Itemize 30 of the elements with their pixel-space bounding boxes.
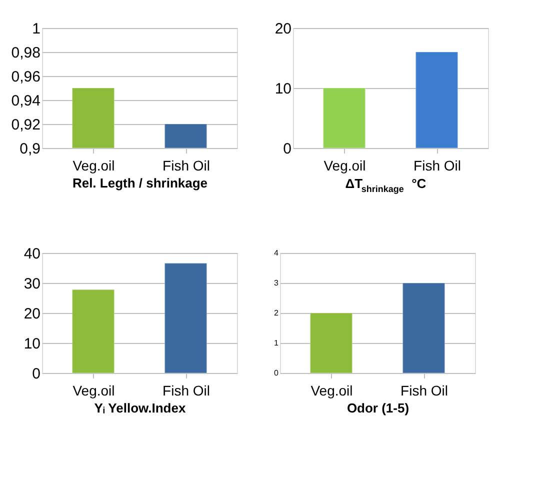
y-tick-label: 2: [274, 308, 280, 318]
x-axis-title: Odor (1-5): [346, 400, 410, 416]
y-tick-label: 0,96: [11, 68, 40, 86]
x-tick-label: Fish Oil: [414, 158, 461, 174]
y-tick-label: 0,9: [20, 140, 40, 158]
x-tick-label: Fish Oil: [400, 382, 448, 398]
y-tick-label: 1: [32, 20, 40, 38]
y-tick-label: 40: [24, 246, 40, 262]
x-tick-label: Fish Oil: [162, 382, 210, 398]
x-tick-label: Veg.oil: [310, 382, 353, 398]
x-axis-title: Rel. Legth / shrinkage: [72, 176, 208, 190]
y-tick-label: 0: [32, 366, 40, 382]
y-tick-label: 0,94: [11, 92, 40, 110]
x-tick-label: Veg.oil: [72, 158, 115, 174]
y-tick-label: 20: [274, 20, 292, 38]
y-tick-label: 20: [24, 306, 40, 322]
y-tick-label: 4: [274, 248, 280, 258]
x-tick-label: Veg.oil: [324, 158, 366, 174]
y-tick-label: 1: [274, 338, 280, 348]
y-tick-label: 3: [274, 278, 280, 288]
x-axis-title: Yᵢ Yellow.Index: [94, 400, 186, 416]
y-tick-label: 30: [24, 276, 40, 292]
y-tick-label: 0: [274, 368, 280, 378]
y-tick-label: 10: [24, 336, 40, 352]
y-tick-label: 10: [274, 80, 292, 98]
x-tick-label: Fish Oil: [162, 158, 210, 174]
x-tick-label: Veg.oil: [72, 382, 115, 398]
y-tick-label: 0,92: [11, 116, 40, 134]
y-tick-label: 0: [283, 140, 292, 158]
y-tick-label: 0,98: [11, 44, 40, 62]
